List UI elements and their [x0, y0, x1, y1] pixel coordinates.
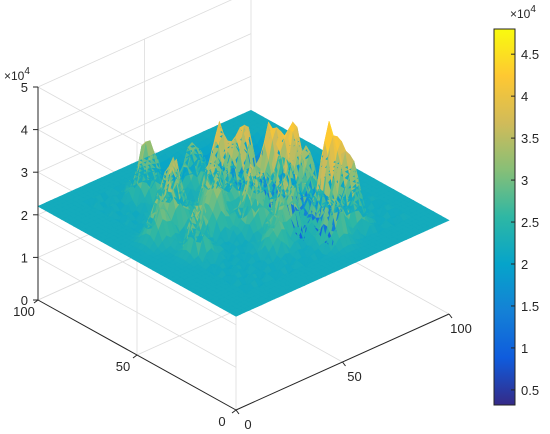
y-tick-mark — [231, 409, 237, 414]
x-tick-mark — [235, 409, 240, 415]
x-tick-mark — [342, 361, 346, 367]
colorbar-tick-label: 3.5 — [521, 131, 539, 146]
y-tick-label: 50 — [116, 359, 130, 374]
colorbar-tick-label: 4.5 — [521, 47, 539, 62]
colorbar-exponent: ×104 — [510, 4, 536, 21]
x-tick-label: 50 — [347, 369, 361, 384]
surface-plot — [37, 109, 450, 317]
z-tick-label: 1 — [21, 250, 28, 265]
x-tick-label: 0 — [244, 417, 251, 432]
z-tick-label: 4 — [21, 123, 28, 138]
z-tick-label: 5 — [21, 80, 28, 95]
y-tick-label: 100 — [13, 304, 35, 319]
x-tick-label: 100 — [450, 321, 472, 336]
colorbar-tick-label: 4 — [521, 89, 528, 104]
colorbar-tick-label: 0.5 — [521, 383, 539, 398]
y-tick-label: 0 — [218, 414, 225, 429]
colorbar-tick-label: 1 — [521, 341, 528, 356]
colorbar-tick-label: 1.5 — [521, 299, 539, 314]
z-tick-label: 3 — [21, 165, 28, 180]
x-tick-mark — [448, 313, 453, 319]
y-tick-mark — [132, 354, 138, 359]
z-axis-exponent: ×104 — [4, 66, 30, 83]
z-tick-label: 2 — [21, 208, 28, 223]
z-tick-label: 0 — [21, 293, 28, 308]
colorbar-gradient — [493, 28, 516, 406]
colorbar-tick-label: 2 — [521, 257, 528, 272]
colorbar-tick-label: 2.5 — [521, 215, 539, 230]
colorbar: ×104 0.5 1 1.5 2 2.5 3 3.5 4 4.5 — [493, 4, 539, 406]
colorbar-tick-label: 3 — [521, 173, 528, 188]
surface-patch — [440, 217, 450, 223]
